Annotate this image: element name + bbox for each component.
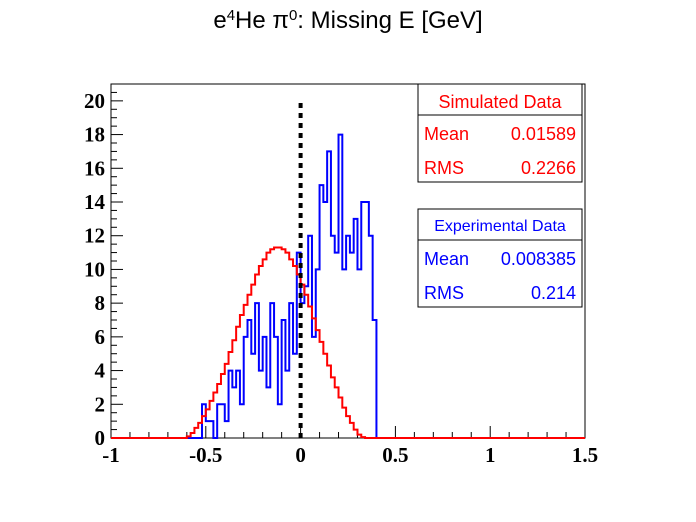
exp-stat-title: Experimental Data: [434, 218, 566, 235]
x-tick-label: 0.5: [382, 443, 408, 467]
x-tick-label: 1.5: [572, 443, 598, 467]
x-tick-label: -0.5: [189, 443, 222, 467]
title-sup-4: 4: [227, 7, 235, 24]
simulated-data-histogram: [111, 246, 585, 439]
y-tick-label: 12: [84, 224, 105, 248]
exp-mean-label: Mean: [424, 249, 469, 269]
y-tick-label: 14: [84, 190, 106, 214]
title-part-he-pi: He π: [235, 7, 289, 34]
sim-rms-label: RMS: [424, 158, 464, 178]
axes: 0 2 4 6 8 10 12 14 16 18 20 -1 -0.5 0 0.5 1 1.5: [84, 83, 598, 467]
sim-stat-frame: [417, 83, 583, 183]
exp-stat-box: Experimental Data Mean 0.008385 RMS 0.21…: [417, 208, 583, 308]
title-part-e: e: [213, 7, 226, 34]
exp-rms-value: 0.214: [531, 283, 576, 303]
y-tick-label: 18: [84, 123, 105, 147]
y-tick-label: 6: [95, 325, 106, 349]
y-tick-label: 10: [84, 257, 105, 281]
exp-mean-value: 0.008385: [501, 249, 576, 269]
sim-mean-value: 0.01589: [511, 124, 576, 144]
chart-title: e4He π0: Missing E [GeV]: [213, 7, 482, 35]
y-tick-label: 2: [95, 392, 106, 416]
x-tick-label: 1: [485, 443, 496, 467]
x-tick-label: -1: [102, 443, 120, 467]
histograms: [111, 133, 585, 439]
sim-stat-title: Simulated Data: [438, 92, 562, 112]
sim-mean-label: Mean: [424, 124, 469, 144]
y-tick-label: 4: [95, 359, 106, 383]
title-sup-0: 0: [289, 7, 297, 24]
sim-rms-value: 0.2266: [521, 158, 576, 178]
x-tick-label: 0: [295, 443, 306, 467]
y-tick-label: 16: [84, 156, 105, 180]
y-tick-label: 8: [95, 291, 106, 315]
exp-stat-frame: [417, 208, 583, 308]
y-tick-label: 0: [95, 426, 106, 450]
y-tick-label: 20: [84, 89, 105, 113]
sim-stat-box: Simulated Data Mean 0.01589 RMS 0.2266: [417, 83, 583, 183]
exp-rms-label: RMS: [424, 283, 464, 303]
title-part-missing-e: : Missing E [GeV]: [297, 7, 482, 34]
